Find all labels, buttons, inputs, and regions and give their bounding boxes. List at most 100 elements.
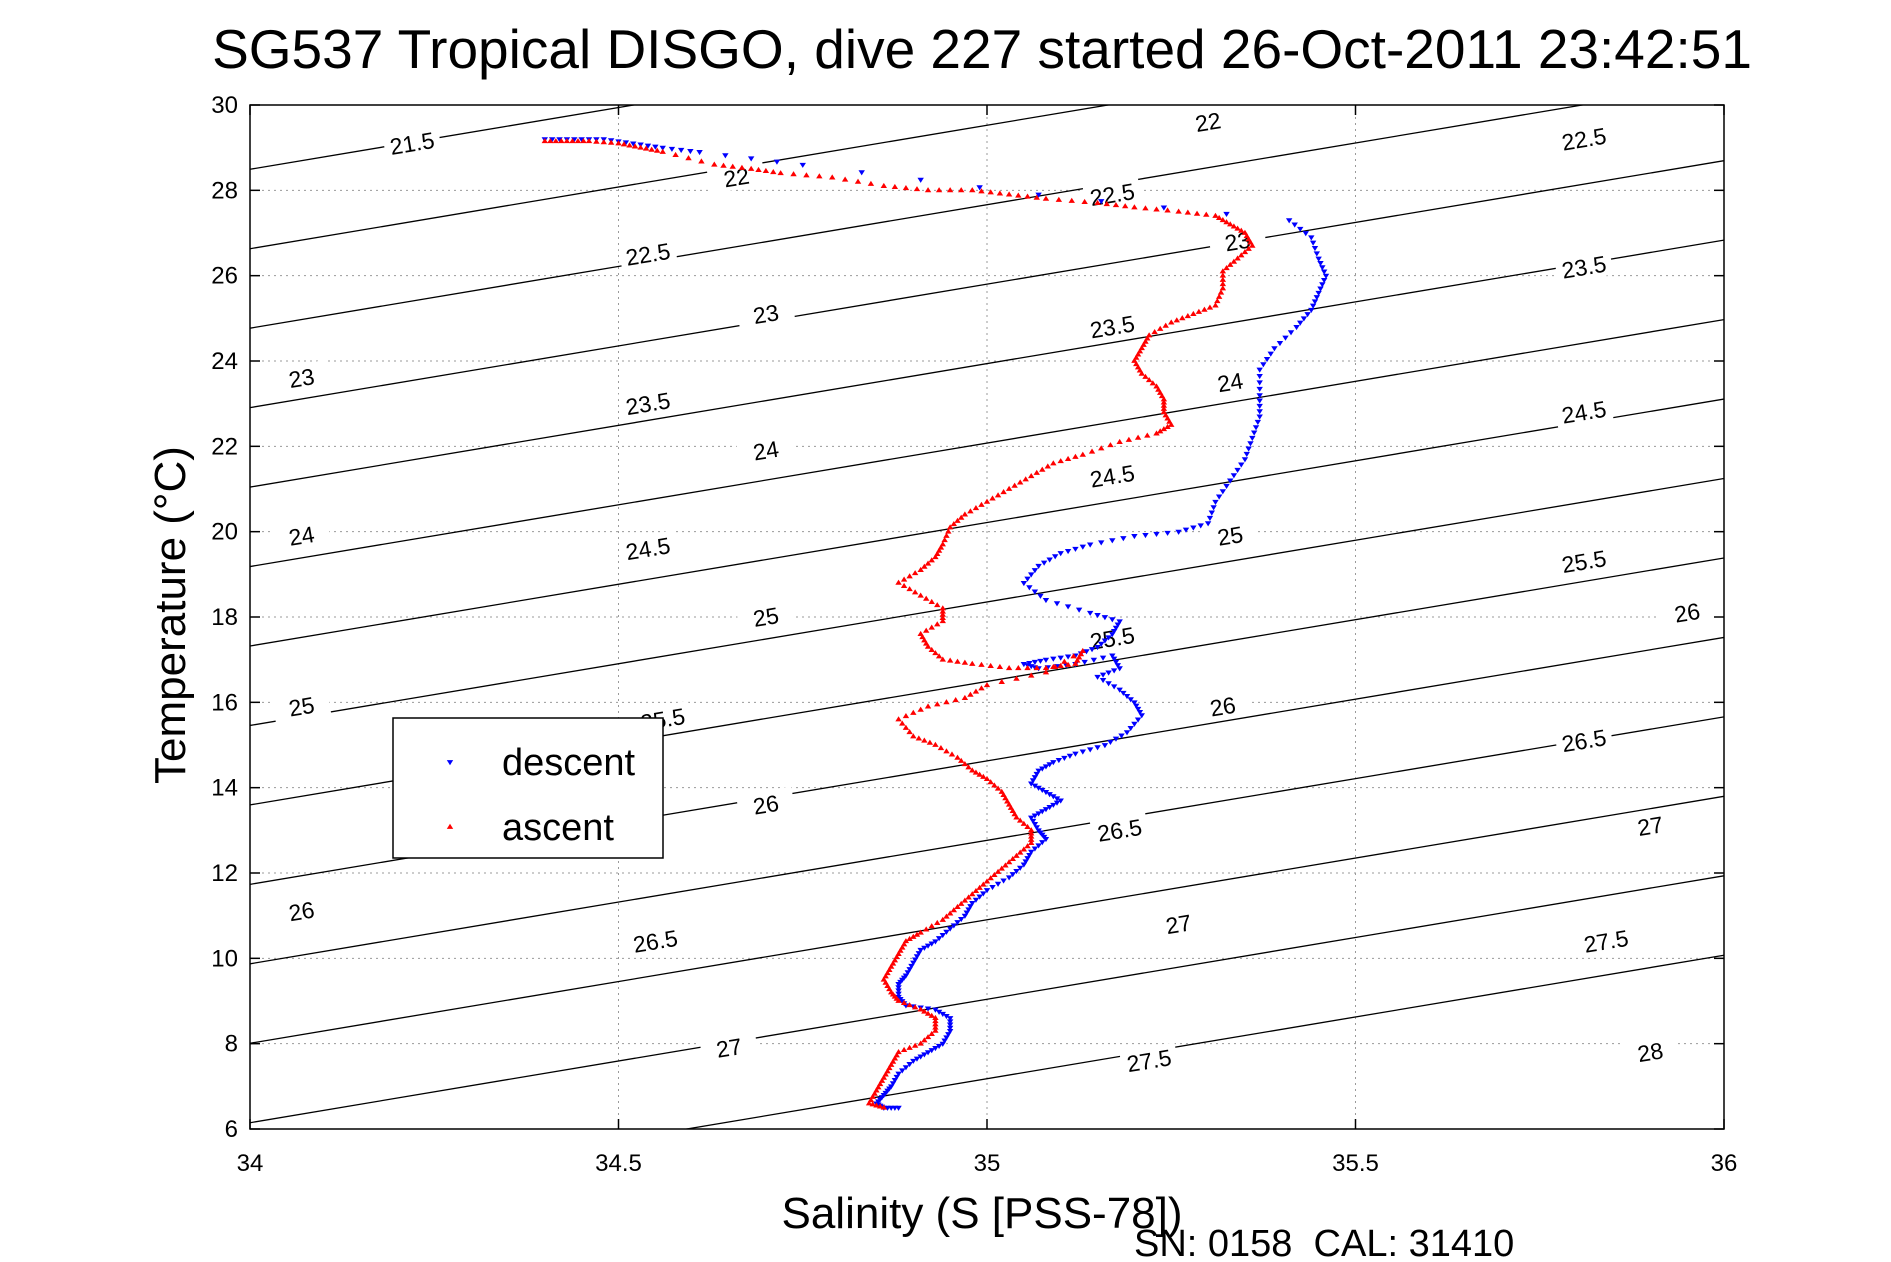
data-point-descent [1308,235,1315,241]
data-point-descent [1256,367,1263,373]
data-point-descent [939,932,946,939]
data-point-ascent [958,514,965,520]
data-point-descent [932,1007,939,1013]
contour-label-bg [1554,120,1614,156]
data-point-descent [1009,872,1016,878]
data-point-ascent [910,933,917,939]
data-point-descent [1276,340,1284,347]
data-point-ascent [972,688,980,694]
data-point-descent [1142,532,1149,539]
contour-label: 26 [1672,598,1702,628]
data-point-ascent [969,891,976,897]
data-point-ascent [685,155,692,161]
data-point-descent [1309,303,1317,309]
data-point-descent [1099,678,1107,684]
data-point-descent [935,936,943,942]
data-point-descent [928,1048,935,1054]
data-point-ascent [1028,672,1035,678]
data-point-descent [1243,451,1250,457]
data-point-ascent [1230,258,1238,264]
data-point-descent [917,947,924,953]
contour-label-bg [1576,922,1636,958]
data-point-ascent [1219,268,1227,274]
data-point-descent [1110,668,1118,674]
data-point-descent [1079,544,1087,550]
data-point-descent [895,988,902,994]
isopycnal-line [250,160,1724,409]
data-point-descent [946,1025,954,1031]
data-point-ascent [932,1024,939,1030]
data-point-ascent [1184,209,1192,215]
data-point-ascent [921,1037,928,1043]
data-point-ascent [928,646,935,652]
y-tick-label: 24 [211,348,238,375]
data-point-ascent [939,656,946,662]
data-point-ascent [946,524,954,530]
data-point-ascent [906,1044,913,1050]
data-point-descent [1227,478,1234,484]
data-point-descent [1057,551,1064,557]
data-point-ascent [1088,448,1096,454]
data-point-ascent [626,142,633,148]
data-point-descent [659,145,666,151]
data-point-ascent [961,511,969,517]
data-point-descent [1053,796,1061,802]
data-point-descent [1050,794,1057,800]
data-point-descent [1109,617,1116,623]
data-point-ascent [943,532,950,538]
data-point-ascent [961,897,969,903]
data-point-ascent [1195,308,1203,314]
data-point-ascent [969,767,976,773]
data-point-ascent [969,660,976,666]
data-point-ascent [900,576,908,582]
data-point-descent [904,970,911,976]
data-point-ascent [972,505,980,511]
legend-marker-descent-symbol [446,760,454,766]
data-point-ascent [906,729,913,735]
contour-label-bg [618,530,678,566]
data-point-ascent [607,139,615,145]
data-point-descent [1099,672,1107,678]
data-point-ascent [1179,315,1186,321]
data-point-ascent [1039,466,1046,472]
data-point-descent [1254,419,1262,425]
data-point-descent [630,141,637,147]
y-tick-label: 30 [211,92,238,119]
data-point-descent [1099,655,1107,661]
data-point-descent [1035,811,1042,817]
isopycnal-line [250,477,1724,727]
data-point-descent [1256,380,1263,386]
data-point-ascent [1217,289,1225,295]
contour-label: 27 [1636,811,1666,841]
data-point-descent [911,957,919,963]
data-point-descent [773,159,781,165]
y-tick-label: 16 [211,689,238,716]
data-point-descent [1026,585,1033,591]
data-point-descent [1256,393,1263,399]
contour-label: 24 [287,521,317,551]
data-point-descent [1204,521,1212,527]
data-point-descent [1031,589,1039,595]
data-point-ascent [987,779,994,785]
data-point-descent [1123,730,1131,736]
data-point-ascent [910,733,917,739]
data-point-ascent [917,1040,924,1046]
isopycnal-line [250,105,1587,329]
data-point-descent [1031,813,1039,819]
data-point-ascent [917,592,924,598]
x-tick-label: 35.5 [1332,1150,1379,1177]
contour-label-bg [1200,517,1260,553]
data-point-ascent [937,745,945,751]
data-point-descent [1098,540,1105,546]
data-point-ascent [1075,654,1083,660]
data-point-descent [1037,658,1044,664]
data-point-descent [1219,489,1227,495]
data-point-descent [1123,694,1131,700]
data-point-descent [946,1022,954,1028]
data-point-ascent [943,748,950,754]
data-point-ascent [976,884,983,890]
data-point-ascent [954,903,961,910]
data-point-ascent [1193,210,1201,216]
contour-label-bg [618,235,678,271]
data-point-ascent [924,1010,932,1016]
